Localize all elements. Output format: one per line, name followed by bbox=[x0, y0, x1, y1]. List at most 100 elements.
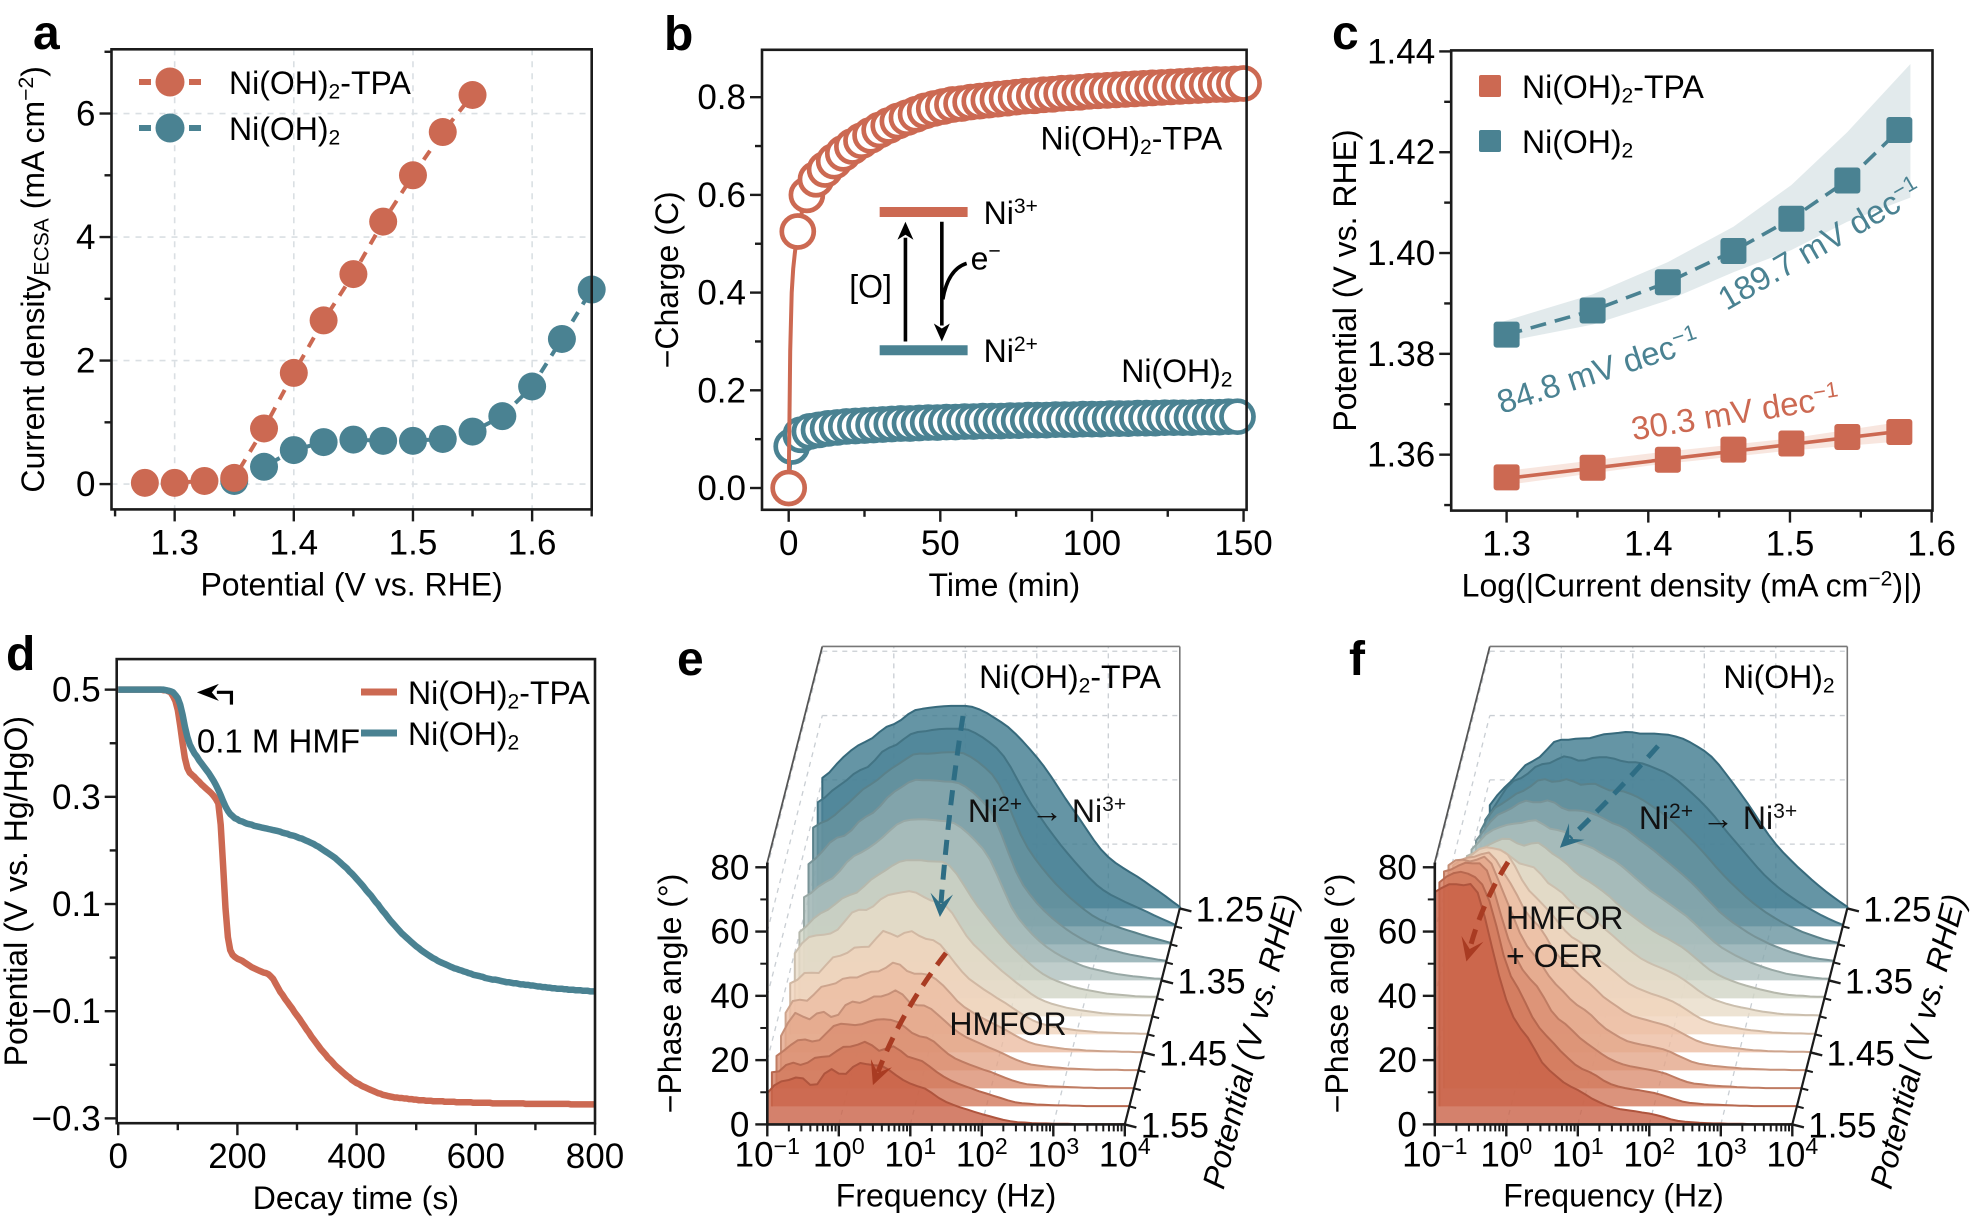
y-tick-label: 0.6 bbox=[697, 176, 746, 215]
x-tick-label: 0 bbox=[108, 1137, 127, 1176]
x-tick-label: 100 bbox=[1480, 1133, 1532, 1174]
x-tick-label: 1.5 bbox=[1766, 525, 1815, 564]
data-point bbox=[518, 372, 547, 401]
y-tick-label: 1.40 bbox=[1367, 234, 1435, 273]
data-point bbox=[1834, 167, 1861, 194]
phase-tick-label: 20 bbox=[1378, 1041, 1417, 1080]
data-point bbox=[369, 207, 398, 236]
y-tick-label: 4 bbox=[76, 218, 95, 257]
data-point bbox=[339, 260, 368, 289]
z-tick-label: 1.45 bbox=[1827, 1034, 1895, 1073]
data-point bbox=[398, 426, 427, 455]
axis-or-grid-line bbox=[766, 651, 823, 868]
ridge-outline bbox=[816, 727, 1177, 927]
x-tick-label: 101 bbox=[1552, 1133, 1604, 1174]
curve-path bbox=[941, 261, 968, 300]
marker-circle bbox=[155, 67, 185, 97]
ridge-outline bbox=[812, 751, 1172, 945]
phase-tick-label: 0 bbox=[1397, 1105, 1416, 1144]
axes-frame: 0 200 400 600 800 0.5 0.3 0.1 −0.1 −0.3 Decay time… bbox=[0, 657, 624, 1216]
data-point bbox=[488, 402, 517, 431]
x-tick-label: 400 bbox=[327, 1137, 385, 1176]
x-tick-label: 50 bbox=[921, 524, 960, 563]
legend-label: Ni(OH)2 bbox=[229, 111, 340, 149]
curve-path bbox=[897, 221, 914, 240]
x-tick-label: 103 bbox=[1027, 1133, 1079, 1174]
axis-or-grid-line bbox=[1165, 961, 1174, 966]
ridge-outline bbox=[1438, 870, 1798, 1108]
x-tick-label: 1.3 bbox=[150, 523, 199, 562]
ridge-outline bbox=[807, 778, 1167, 963]
axis-or-grid-line bbox=[1801, 1087, 1809, 1092]
axis-or-grid-line bbox=[1142, 1051, 1151, 1056]
y-tick-label: 0.1 bbox=[52, 885, 101, 924]
y-tick-label: 0.8 bbox=[697, 78, 746, 117]
axis-or-grid-line bbox=[1810, 1051, 1818, 1056]
data-point bbox=[250, 414, 279, 443]
y-axis-title: Current densityECSA (mA cm−2) bbox=[15, 66, 54, 493]
x-tick-label: 1.6 bbox=[508, 523, 557, 562]
level-label-ni3: Ni3+ bbox=[984, 195, 1038, 231]
axis-or-grid-line bbox=[1796, 1105, 1804, 1110]
data-point bbox=[458, 417, 487, 446]
y-tick-label: 6 bbox=[76, 95, 95, 134]
y-axis-title: −Phase angle (°) bbox=[1319, 874, 1355, 1114]
axis-or-grid-line bbox=[1819, 1015, 1827, 1020]
data-point bbox=[428, 424, 457, 453]
legend-label: Ni(OH)2-TPA bbox=[408, 675, 590, 713]
box-edges bbox=[766, 645, 1181, 909]
axis-or-grid-line bbox=[1814, 1033, 1823, 1038]
axis-or-grid-line bbox=[1805, 1069, 1814, 1074]
axis-or-grid-line bbox=[1147, 1033, 1155, 1038]
z-tick-label: 1.55 bbox=[1141, 1106, 1209, 1145]
curve-path bbox=[216, 690, 234, 705]
data-point bbox=[1493, 321, 1520, 348]
data-point bbox=[1834, 424, 1861, 451]
box-shape bbox=[1479, 75, 1501, 97]
y-tick-label: 0.5 bbox=[52, 671, 101, 710]
x-tick-label: 1.6 bbox=[1907, 525, 1956, 564]
data-point bbox=[1654, 446, 1681, 473]
data-point bbox=[1579, 297, 1606, 324]
phase-tick-label: 80 bbox=[710, 848, 749, 887]
legend: Ni(OH)2-TPA Ni(OH)2 bbox=[139, 65, 411, 149]
series-0 bbox=[773, 398, 1256, 489]
series-0 bbox=[1493, 418, 1913, 491]
ridge-outline bbox=[1452, 851, 1812, 1054]
y-tick-label: −0.1 bbox=[32, 992, 101, 1031]
x-tick-label: 150 bbox=[1214, 524, 1272, 563]
x-tick-label: 100 bbox=[1063, 524, 1121, 563]
data-point bbox=[339, 425, 368, 454]
axes-frame: 1.3 1.4 1.5 1.6 1.36 1.38 1.40 1.42 1.44 Log(|Cur… bbox=[1327, 32, 1956, 603]
z-tick-label: 1.35 bbox=[1845, 962, 1913, 1001]
data-point bbox=[547, 324, 576, 353]
series-1 bbox=[130, 81, 487, 497]
axis-or-grid-line bbox=[1179, 907, 1192, 913]
confidence-band bbox=[1499, 64, 1911, 343]
panel-title: Ni(OH)2-TPA bbox=[979, 659, 1161, 697]
axis-or-grid-line bbox=[766, 646, 824, 863]
box-shape bbox=[1449, 49, 1934, 512]
legend-label: Ni(OH)2-TPA bbox=[229, 65, 411, 103]
panel-label-a: a bbox=[33, 7, 60, 60]
phase-tick-label: 40 bbox=[710, 977, 749, 1016]
box-shape bbox=[760, 48, 1248, 512]
trend-arrow bbox=[1467, 860, 1511, 949]
annotation: HMFOR bbox=[949, 1006, 1066, 1042]
axis-or-grid-line bbox=[1161, 979, 1169, 984]
x-tick-label: 1.4 bbox=[1624, 525, 1673, 564]
axis-or-grid-line bbox=[1792, 1123, 1805, 1129]
axis-or-grid-line bbox=[1842, 925, 1850, 930]
y-tick-label: 0 bbox=[76, 465, 95, 504]
marker-circle bbox=[155, 113, 185, 143]
x-tick-label: 102 bbox=[1623, 1133, 1675, 1174]
annotation: Ni2+ → Ni3+ bbox=[1639, 800, 1797, 836]
panel-title: Ni(OH)2 bbox=[1723, 659, 1834, 697]
data-point bbox=[160, 468, 189, 497]
data-point bbox=[1493, 464, 1520, 491]
panel-e: 10−1 100 101 102 103 104 Frequency (Hz) 0 20 40 60… bbox=[652, 645, 1305, 1213]
x-axis-title: Frequency (Hz) bbox=[1503, 1177, 1724, 1213]
axis-or-grid-line bbox=[766, 779, 823, 997]
